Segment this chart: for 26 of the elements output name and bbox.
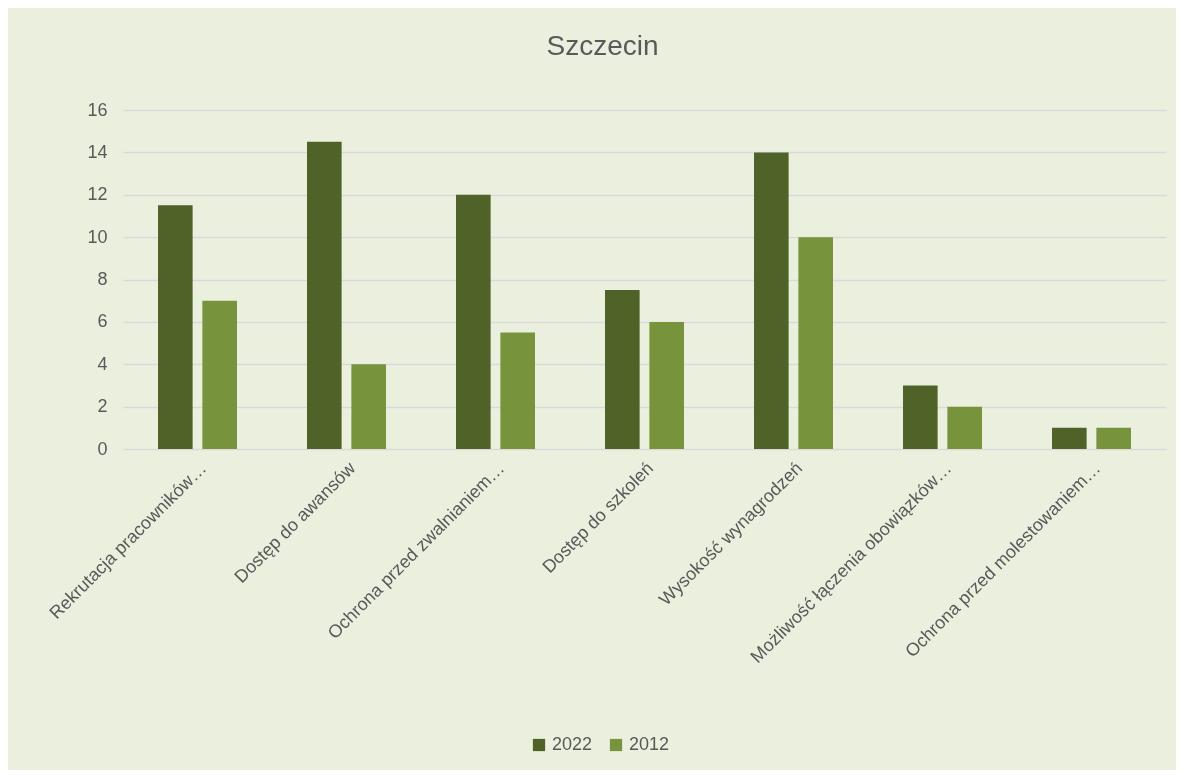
bar — [158, 205, 193, 449]
y-tick-label: 2 — [97, 396, 108, 417]
bar — [754, 152, 789, 449]
y-tick-label: 14 — [87, 141, 108, 162]
bar — [903, 385, 938, 449]
bar — [1096, 427, 1131, 449]
y-tick-label: 10 — [87, 226, 108, 247]
y-tick-label: 8 — [97, 269, 108, 289]
bar — [947, 406, 982, 449]
bar — [500, 332, 535, 449]
legend-label: 2012 — [629, 734, 670, 754]
y-tick-label: 6 — [97, 311, 108, 332]
y-tick-label: 0 — [97, 438, 108, 459]
bar — [1052, 427, 1087, 449]
y-tick-label: 4 — [97, 353, 108, 374]
bar — [649, 321, 684, 449]
bar — [202, 300, 237, 449]
y-tick-label: 16 — [87, 99, 108, 120]
bar — [605, 290, 640, 449]
bar — [351, 364, 386, 449]
bar — [307, 141, 342, 449]
chart-title: Szczecin — [546, 30, 659, 61]
legend-label: 2022 — [552, 734, 593, 754]
bar — [456, 194, 491, 449]
bar — [798, 237, 833, 449]
y-tick-label: 12 — [87, 184, 108, 205]
